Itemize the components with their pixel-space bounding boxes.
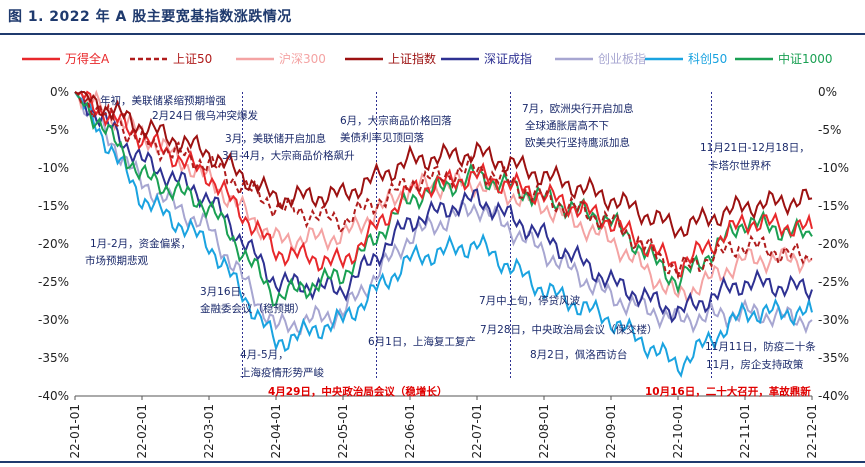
y-tick-label-left: -5% [46, 123, 69, 137]
legend-label: 上证50 [173, 52, 212, 66]
series-lines [74, 89, 813, 378]
annotation-text: 7月28日，中央政治局会议（保交楼） [480, 323, 658, 336]
figure-title: 图 1. 2022 年 A 股主要宽基指数涨跌情况 [8, 9, 292, 25]
x-tick-label: 22-07-01 [470, 404, 484, 458]
y-tick-label-left: -10% [38, 161, 69, 175]
annotation-text: 卡塔尔世界杯 [708, 159, 771, 172]
y-tick-label-left: -15% [38, 199, 69, 213]
annotation-text: 3月16日， [200, 286, 252, 298]
y-tick-label-left: -30% [38, 313, 69, 327]
annotation-text: 年初，美联储紧缩预期增强 [100, 94, 226, 107]
series-line-7 [74, 91, 813, 307]
y-tick-label-right: -35% [818, 351, 849, 365]
bottom-divider [0, 461, 865, 463]
legend-label: 沪深300 [279, 52, 326, 66]
annotation-text: 11月21日-12月18日， [700, 142, 810, 154]
annotation-text: 6月1日，上海复工复产 [368, 335, 476, 348]
annotation-text: 3月-4月，大宗商品价格飙升 [222, 149, 355, 162]
x-tick-label: 22-12-01 [805, 404, 819, 458]
y-tick-label-right: -40% [818, 389, 849, 403]
annotation-text: 3月，美联储开启加息 [225, 132, 326, 145]
y-tick-label-right: 0% [818, 85, 837, 99]
annotation-text: 8月2日，佩洛西访台 [530, 348, 627, 361]
annotation-text: 7月中上旬，停贷风波 [479, 294, 581, 307]
y-tick-label-right: -5% [818, 123, 841, 137]
annotation-text: 11月，房企支持政策 [706, 358, 804, 371]
annotation-text: 11月11日，防疫二十条 [705, 340, 816, 353]
annotation-text: 6月，大宗商品价格回落 [340, 114, 452, 127]
series-line-1 [74, 91, 813, 280]
series-line-3 [74, 91, 813, 240]
y-tick-label-left: -40% [38, 389, 69, 403]
x-tick-label: 22-06-01 [403, 404, 417, 458]
series-line-0 [74, 90, 813, 278]
y-tick-label-left: -25% [38, 275, 69, 289]
x-tick-label: 22-08-01 [537, 404, 551, 458]
y-tick-label-left: -20% [38, 237, 69, 251]
legend-label: 深证成指 [484, 51, 532, 66]
annotation-text: 欧美央行坚持鹰派加息 [525, 136, 630, 149]
title-divider [0, 33, 865, 35]
x-tick-label: 22-02-01 [135, 404, 149, 458]
y-tick-label-right: -25% [818, 275, 849, 289]
x-tick-label: 22-09-01 [604, 404, 618, 458]
y-tick-label-right: -15% [818, 199, 849, 213]
legend-label: 万得全A [65, 51, 110, 66]
annotation-text: 美债利率见顶回落 [340, 131, 424, 144]
annotation-text: 2月24日 [152, 110, 193, 122]
annotation-text: 7月，欧洲央行开启加息 [522, 102, 634, 115]
legend: 万得全A 上证50 沪深300 上证指数 深证成指 创业板指 科创50 中证1000 [22, 51, 833, 66]
series-line-6 [74, 91, 813, 378]
y-tick-label-left: 0% [50, 85, 69, 99]
y-tick-label-right: -10% [818, 161, 849, 175]
x-tick-label: 22-05-01 [336, 404, 350, 458]
y-tick-label-right: -20% [818, 237, 849, 251]
legend-label: 中证1000 [778, 51, 833, 66]
annotation-text: 金融委会议（稳预期） [200, 302, 305, 315]
annotation-text: 10月16日，二十大召开，革故鼎新 [645, 385, 811, 398]
y-tick-label-left: -35% [38, 351, 69, 365]
annotation-text: 全球通胀居高不下 [525, 119, 609, 132]
annotations: 年初，美联储紧缩预期增强 2月24日 俄乌冲突爆发 3月，美联储开启加息 3月-4月，大… [85, 94, 816, 398]
legend-label: 上证指数 [388, 51, 436, 66]
series-line-5 [74, 91, 813, 336]
axes: 0% 0% -5% -5% -10% -10% -15% -15% -20% -20% -25% -2… [38, 85, 849, 458]
x-tick-label: 22-03-01 [202, 404, 216, 458]
annotation-text: 市场预期悲观 [85, 254, 148, 267]
annotation-text: 俄乌冲突爆发 [195, 109, 258, 122]
x-tick-label: 22-11-01 [738, 404, 752, 458]
y-tick-label-right: -30% [818, 313, 849, 327]
annotation-text: 1月-2月，资金偏紧， [90, 237, 191, 250]
x-tick-label: 22-04-01 [269, 404, 283, 458]
legend-label: 科创50 [688, 52, 727, 66]
series-line-4 [74, 90, 813, 324]
legend-label: 创业板指 [598, 51, 646, 66]
annotation-text: 4月29日，中央政治局会议（稳增长） [268, 385, 447, 398]
x-tick-label: 22-10-01 [671, 404, 685, 458]
x-tick-label: 22-01-01 [68, 404, 82, 458]
annotation-text: 上海疫情形势严峻 [240, 366, 324, 379]
annotation-text: 4月-5月， [240, 349, 289, 361]
